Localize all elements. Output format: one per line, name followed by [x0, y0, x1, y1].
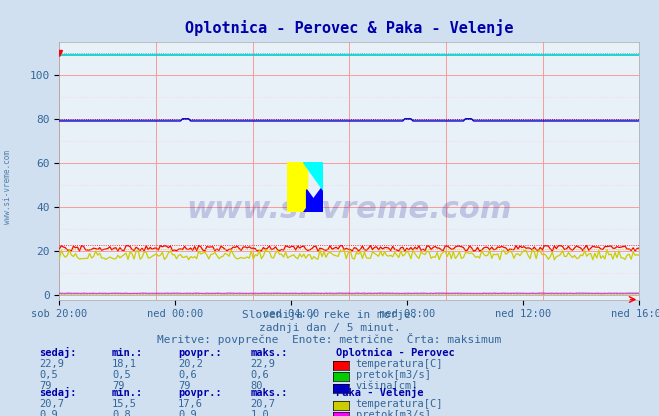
Text: www.si-vreme.com: www.si-vreme.com [186, 195, 512, 224]
Text: 0,5: 0,5 [40, 370, 58, 380]
Polygon shape [287, 162, 306, 212]
Text: www.si-vreme.com: www.si-vreme.com [3, 150, 13, 224]
Polygon shape [303, 185, 323, 212]
Text: 20,7: 20,7 [40, 399, 65, 409]
Text: 79: 79 [178, 381, 190, 391]
Text: 22,9: 22,9 [40, 359, 65, 369]
Text: 80: 80 [250, 381, 263, 391]
Text: temperatura[C]: temperatura[C] [356, 359, 444, 369]
Polygon shape [303, 162, 323, 190]
Text: višina[cm]: višina[cm] [356, 381, 418, 391]
Text: 0,8: 0,8 [112, 410, 130, 416]
Text: povpr.:: povpr.: [178, 388, 221, 398]
Text: Paka - Velenje: Paka - Velenje [336, 387, 424, 398]
Text: 18,1: 18,1 [112, 359, 137, 369]
Text: min.:: min.: [112, 348, 143, 358]
Text: 0,9: 0,9 [40, 410, 58, 416]
Title: Oplotnica - Perovec & Paka - Velenje: Oplotnica - Perovec & Paka - Velenje [185, 20, 513, 36]
Text: 79: 79 [40, 381, 52, 391]
Text: temperatura[C]: temperatura[C] [356, 399, 444, 409]
Text: sedaj:: sedaj: [40, 347, 77, 358]
Text: povpr.:: povpr.: [178, 348, 221, 358]
Text: maks.:: maks.: [250, 348, 288, 358]
Text: Oplotnica - Perovec: Oplotnica - Perovec [336, 348, 455, 358]
Text: 22,9: 22,9 [250, 359, 275, 369]
Text: 79: 79 [112, 381, 125, 391]
Text: 1,0: 1,0 [250, 410, 269, 416]
Polygon shape [306, 190, 323, 212]
Text: 20,2: 20,2 [178, 359, 203, 369]
Text: min.:: min.: [112, 388, 143, 398]
Text: 0,9: 0,9 [178, 410, 196, 416]
Text: zadnji dan / 5 minut.: zadnji dan / 5 minut. [258, 323, 401, 333]
Text: pretok[m3/s]: pretok[m3/s] [356, 410, 431, 416]
Text: 0,6: 0,6 [250, 370, 269, 380]
Text: 17,6: 17,6 [178, 399, 203, 409]
Text: Slovenija / reke in morje.: Slovenija / reke in morje. [242, 310, 417, 320]
Text: sedaj:: sedaj: [40, 387, 77, 398]
Text: 20,7: 20,7 [250, 399, 275, 409]
Text: 0,5: 0,5 [112, 370, 130, 380]
Text: Meritve: povprečne  Enote: metrične  Črta: maksimum: Meritve: povprečne Enote: metrične Črta:… [158, 333, 501, 345]
Text: pretok[m3/s]: pretok[m3/s] [356, 370, 431, 380]
Text: 15,5: 15,5 [112, 399, 137, 409]
Text: 0,6: 0,6 [178, 370, 196, 380]
Text: maks.:: maks.: [250, 388, 288, 398]
